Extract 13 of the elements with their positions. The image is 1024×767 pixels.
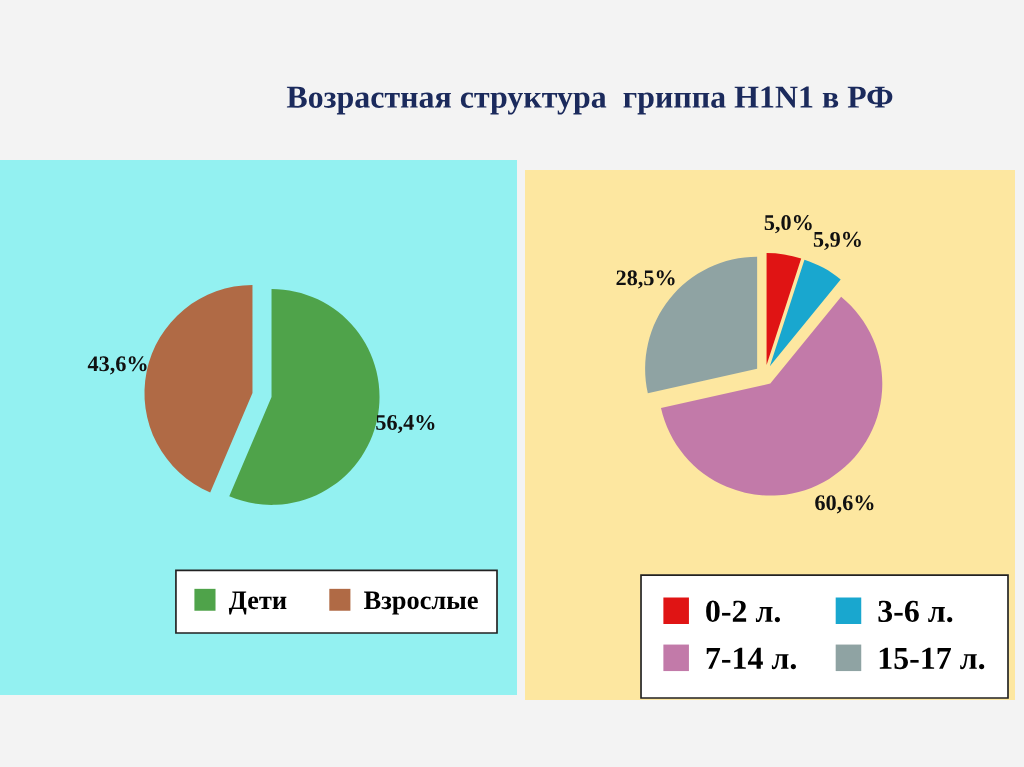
data-label: 60,6% <box>815 495 874 514</box>
data-label: 43,6% <box>87 356 147 375</box>
data-label: 5,0% <box>764 215 812 234</box>
legend-label: 3-6 л. <box>878 600 953 623</box>
legend-label: 0-2 л. <box>706 600 780 623</box>
legend-label: Взрослые <box>364 591 478 615</box>
data-label: 5,9% <box>813 231 861 251</box>
legend-label: 7-14 л. <box>706 647 796 670</box>
text: Возрастная структура гриппа H1N1 в РФ <box>286 86 893 115</box>
legend-label: Дети <box>228 591 287 615</box>
data-label: 56,4% <box>376 414 435 434</box>
legend-label: 15-17 л. <box>879 647 985 670</box>
data-label: 28,5% <box>616 270 675 289</box>
